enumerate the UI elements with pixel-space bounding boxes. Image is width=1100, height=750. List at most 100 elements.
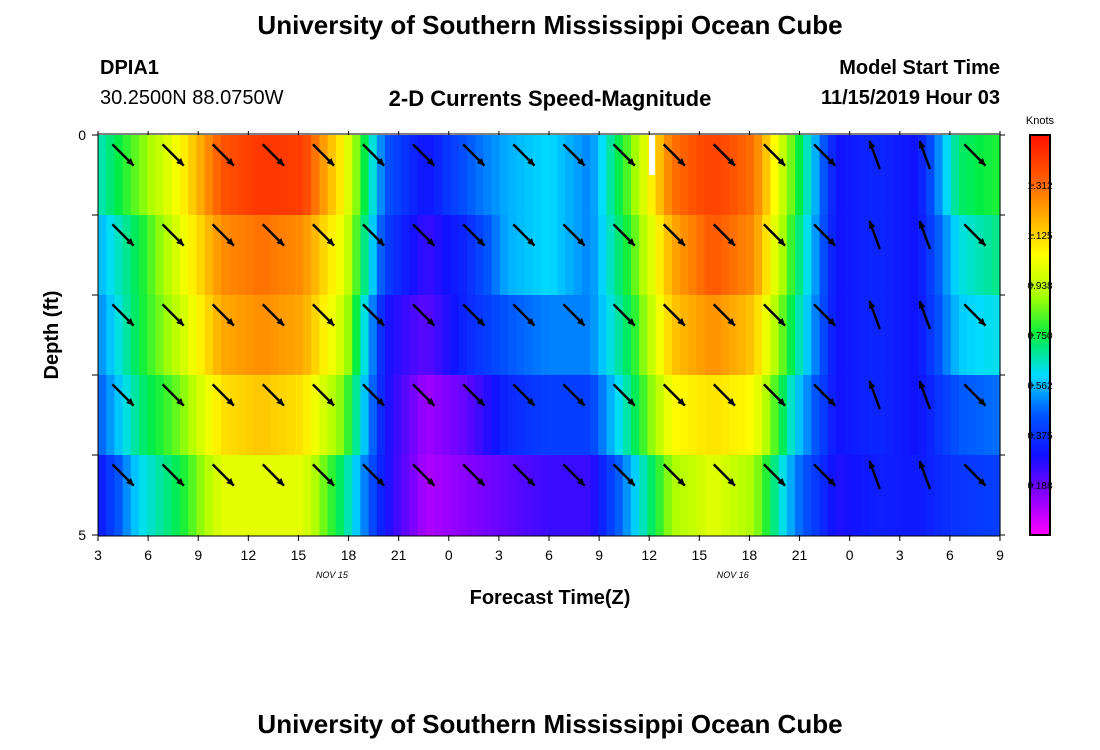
heatmap-cell: [721, 135, 730, 216]
heatmap-cell: [499, 135, 509, 216]
heatmap-cell: [672, 215, 681, 296]
heatmap-cell: [368, 375, 378, 456]
heatmap-cell: [959, 135, 968, 216]
heatmap-cell: [631, 135, 640, 216]
heatmap-cell: [344, 295, 353, 376]
heatmap-cell: [803, 295, 812, 376]
heatmap-cell: [696, 135, 706, 216]
heatmap-cell: [327, 295, 337, 376]
heatmap-cell: [491, 295, 501, 376]
heatmap-cell: [680, 135, 689, 216]
heatmap-cell: [352, 455, 361, 536]
heatmap-cell: [294, 135, 304, 216]
x-tick-label: 15: [291, 547, 307, 563]
heatmap-cell: [926, 455, 935, 536]
heatmap-cell: [639, 375, 648, 456]
heatmap-cell: [122, 375, 132, 456]
heatmap-cell: [483, 135, 493, 216]
current-arrow: [462, 303, 486, 327]
current-arrow: [612, 223, 636, 247]
heatmap-cell: [983, 215, 993, 296]
current-arrow: [261, 383, 285, 407]
heatmap-cell: [98, 215, 107, 296]
current-arrow: [462, 223, 486, 247]
heatmap-cell: [827, 295, 837, 376]
heatmap-cell: [385, 295, 394, 376]
heatmap-cell: [647, 455, 657, 536]
heatmap-cell: [737, 455, 747, 536]
heatmap-cell: [770, 135, 780, 216]
missing-data-gap: [649, 135, 655, 175]
heatmap-cell: [516, 135, 525, 216]
heatmap-cell: [229, 135, 238, 216]
x-tick-label: 21: [391, 547, 407, 563]
heatmap-cell: [811, 295, 821, 376]
heatmap-cell: [901, 375, 911, 456]
heatmap-cell: [401, 455, 411, 536]
current-arrow: [612, 463, 636, 487]
heatmap-cell: [139, 135, 148, 216]
heatmap-cell: [581, 215, 591, 296]
heatmap-cell: [680, 295, 689, 376]
heatmap-cell: [713, 455, 722, 536]
heatmap-cell: [475, 375, 484, 456]
heatmap-cell: [417, 135, 427, 216]
heatmap-cell: [934, 295, 944, 376]
current-arrow: [918, 460, 932, 490]
heatmap-cell: [499, 215, 509, 296]
heatmap-cell: [942, 455, 952, 536]
heatmap-cell: [245, 135, 255, 216]
x-tick-label: 3: [896, 547, 904, 563]
heatmap-cell: [967, 375, 976, 456]
x-tick-label: 6: [144, 547, 152, 563]
current-arrow: [512, 383, 536, 407]
heatmap-cell: [704, 455, 714, 536]
current-arrow: [868, 140, 881, 170]
heatmap-cell: [540, 295, 550, 376]
heatmap-cell: [811, 135, 821, 216]
heatmap-cell: [573, 295, 583, 376]
heatmap-cell: [524, 295, 534, 376]
heatmap-cell: [606, 455, 616, 536]
heatmap-cell: [590, 215, 599, 296]
heatmap-cell: [737, 375, 747, 456]
heatmap-cell: [655, 295, 665, 376]
heatmap-cell: [778, 295, 788, 376]
heatmap-cell: [229, 215, 238, 296]
heatmap-cell: [786, 455, 796, 536]
heatmap-cell: [786, 375, 796, 456]
heatmap-cell: [270, 455, 279, 536]
current-arrow: [813, 463, 837, 487]
heatmap-cell: [237, 215, 247, 296]
heatmap-cell: [983, 455, 993, 536]
heatmap-cell: [983, 135, 993, 216]
heatmap-cell: [803, 135, 812, 216]
heatmap-cell: [819, 215, 829, 296]
heatmap-cell: [942, 215, 952, 296]
heatmap-cell: [950, 455, 960, 536]
current-arrow: [763, 303, 786, 327]
heatmap-cell: [426, 135, 435, 216]
heatmap-cell: [926, 215, 935, 296]
heatmap-cell: [253, 215, 263, 296]
current-vectors: [111, 140, 987, 490]
heatmap-cell: [376, 135, 386, 216]
heatmap-cell: [581, 295, 591, 376]
heatmap-cell: [212, 295, 222, 376]
heatmap-cell: [614, 455, 624, 536]
current-arrow: [662, 143, 686, 167]
heatmap-cell: [811, 215, 821, 296]
heatmap-cell: [532, 455, 542, 536]
current-arrow: [712, 223, 736, 247]
heatmap-cell: [385, 215, 394, 296]
heatmap-cell: [147, 375, 156, 456]
heatmap-cell: [868, 295, 878, 376]
current-arrow: [261, 463, 285, 487]
heatmap-cell: [147, 295, 156, 376]
y-axis: 05: [78, 127, 1005, 543]
y-tick-label: 0: [78, 127, 86, 143]
current-arrow: [362, 463, 386, 487]
current-arrow: [612, 143, 636, 167]
heatmap-cell: [967, 215, 976, 296]
heatmap-cell: [557, 295, 566, 376]
